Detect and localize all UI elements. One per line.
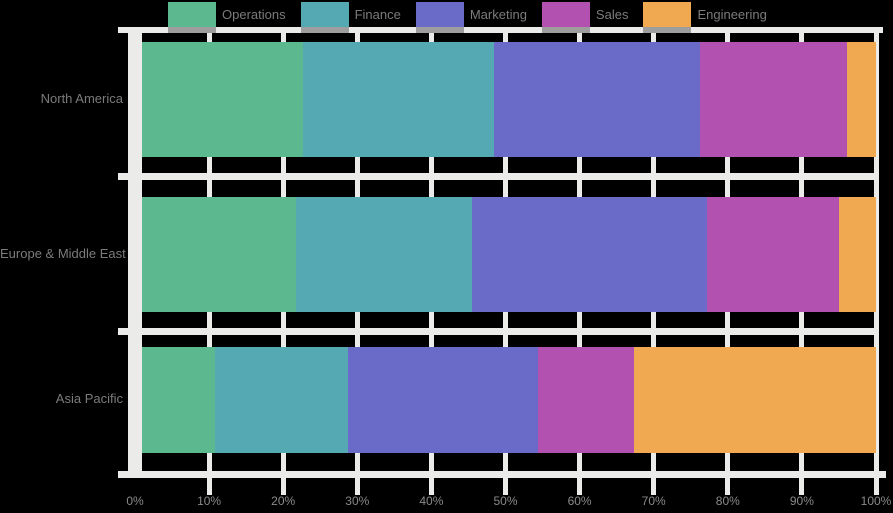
legend-swatch-icon <box>415 2 464 27</box>
gridline-vertical <box>873 27 879 495</box>
legend-label: Operations <box>222 7 286 22</box>
x-axis-tick-label: 0% <box>126 494 144 508</box>
y-axis-spine <box>128 27 142 478</box>
bar-segment-engineering[interactable] <box>633 347 876 453</box>
bar-row <box>142 347 876 453</box>
legend-label: Finance <box>354 7 401 22</box>
x-axis-tick-label: 70% <box>641 494 666 508</box>
legend-swatch-icon <box>541 2 590 27</box>
bar-segment-sales[interactable] <box>707 197 840 312</box>
legend-swatch-icon <box>643 2 692 27</box>
bar-segment-finance[interactable] <box>215 347 348 453</box>
bar-segment-finance[interactable] <box>303 42 495 157</box>
bar-segment-operations[interactable] <box>142 42 304 157</box>
legend-item-sales[interactable]: Sales <box>541 2 629 27</box>
x-axis-line <box>118 471 886 478</box>
x-axis-top-line <box>118 27 883 33</box>
x-axis-tick-label: 30% <box>345 494 370 508</box>
bar-segment-marketing[interactable] <box>347 347 539 453</box>
bar-segment-finance[interactable] <box>296 197 473 312</box>
legend-label: Engineering <box>697 7 767 22</box>
bar-segment-engineering[interactable] <box>839 197 876 312</box>
legend-label: Marketing <box>469 7 527 22</box>
legend-swatch-icon <box>168 2 216 27</box>
bar-segment-sales[interactable] <box>538 347 634 453</box>
bar-row <box>142 197 876 312</box>
bar-segment-marketing[interactable] <box>472 197 708 312</box>
x-axis-tick-label: 20% <box>271 494 296 508</box>
legend-item-operations[interactable]: Operations <box>168 2 286 27</box>
bar-segment-marketing[interactable] <box>494 42 700 157</box>
x-axis-tick-label: 50% <box>493 494 518 508</box>
x-axis-tick-label: 40% <box>419 494 444 508</box>
bar-segment-operations[interactable] <box>142 347 216 453</box>
x-axis-tick-label: 80% <box>715 494 740 508</box>
legend-item-marketing[interactable]: Marketing <box>415 2 527 27</box>
y-axis-category-label: Europe & Middle East <box>0 245 126 261</box>
legend-item-engineering[interactable]: Engineering <box>643 2 767 27</box>
chart-legend: Operations Finance Marketing Sales Engineeri… <box>168 2 767 27</box>
bar-row <box>142 42 876 157</box>
bar-segment-sales[interactable] <box>699 42 847 157</box>
row-separator <box>118 328 878 335</box>
y-axis-category-label: Asia Pacific <box>55 391 123 406</box>
x-axis-tick-label: 60% <box>567 494 592 508</box>
legend-item-finance[interactable]: Finance <box>300 2 401 27</box>
y-axis-category-label: North America <box>40 90 123 106</box>
row-separator <box>118 173 878 180</box>
bar-segment-engineering[interactable] <box>846 42 876 157</box>
bar-segment-operations[interactable] <box>142 197 297 312</box>
x-axis-tick-label: 90% <box>789 494 814 508</box>
legend-swatch-icon <box>300 2 349 27</box>
x-axis-tick-label: 100% <box>860 494 892 508</box>
x-axis-tick-label: 10% <box>197 494 222 508</box>
legend-label: Sales <box>595 7 629 22</box>
